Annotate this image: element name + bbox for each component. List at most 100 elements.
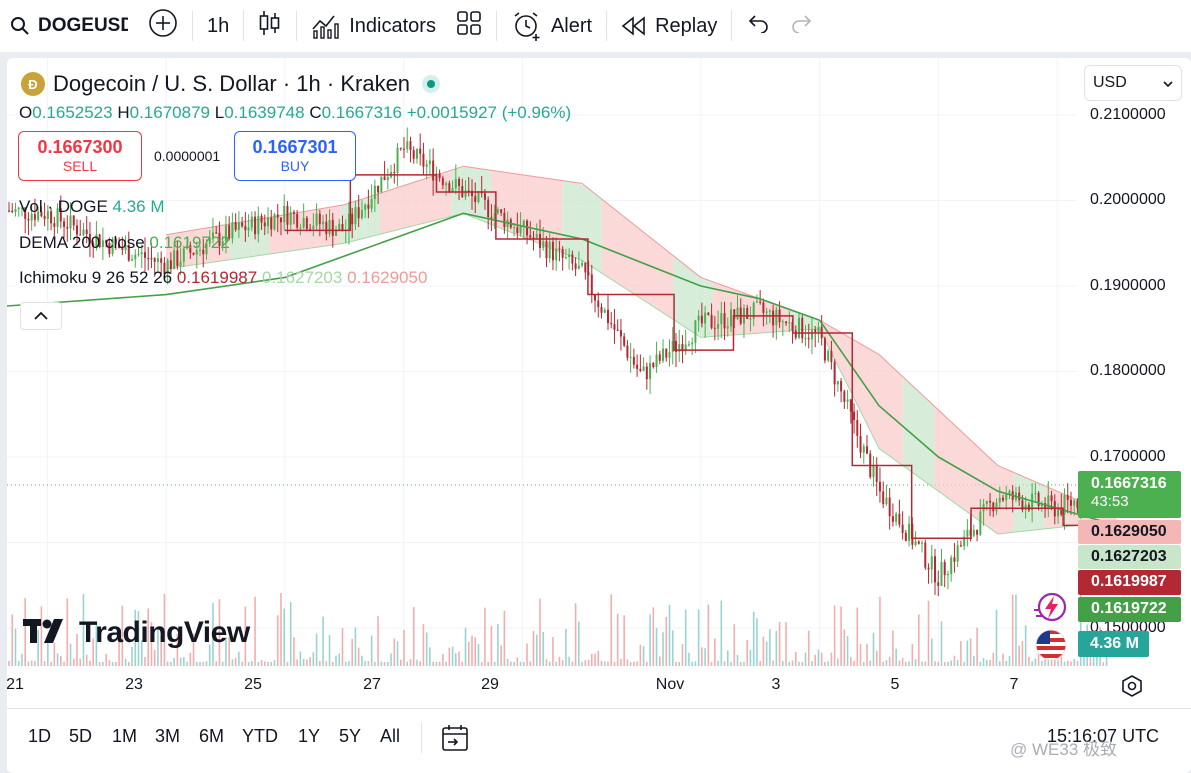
candle-body: [516, 227, 519, 234]
ichimoku-legend[interactable]: Ichimoku 9 26 52 26 0.1619987 0.1627203 …: [19, 268, 427, 288]
range-button[interactable]: 3M: [155, 726, 181, 746]
range-button[interactable]: 6M: [199, 726, 225, 746]
cloud-segment: [506, 172, 515, 234]
range-button[interactable]: YTD: [242, 726, 278, 746]
volume-bar: [364, 661, 366, 666]
candle-body: [749, 318, 752, 320]
volume-bar: [319, 660, 321, 666]
cloud-segment: [585, 186, 594, 269]
candle-body: [840, 380, 843, 392]
volume-bar: [493, 661, 496, 666]
range-button[interactable]: 1D: [28, 726, 52, 746]
candle-body: [296, 213, 299, 228]
candle-body: [415, 148, 418, 159]
volume-bar: [8, 660, 10, 666]
sell-button[interactable]: 0.1667300 SELL: [18, 131, 142, 181]
interval-button[interactable]: 1h: [207, 14, 230, 37]
volume-bar: [56, 653, 59, 666]
volume-bar: [47, 642, 49, 666]
volume-bar: [578, 621, 580, 666]
candle-body: [759, 301, 762, 303]
replay-button[interactable]: Replay: [611, 6, 727, 46]
candle-body: [276, 214, 279, 218]
volume-bar: [691, 661, 693, 666]
volume-bar: [367, 660, 370, 666]
volume-legend[interactable]: Vol · DOGE 4.36 M: [19, 197, 165, 217]
range-button[interactable]: 5Y: [339, 726, 362, 746]
candle-body: [1024, 504, 1027, 511]
volume-bar: [616, 613, 619, 666]
volume-bar: [934, 661, 936, 666]
volume-bar: [986, 659, 988, 666]
settings-gear-icon[interactable]: [1121, 675, 1143, 702]
candle-body: [568, 254, 571, 258]
candle-body: [1044, 503, 1047, 510]
candle-body: [937, 582, 940, 586]
candle-body: [613, 324, 616, 330]
volume-bar: [811, 660, 813, 666]
candle-body: [247, 227, 250, 231]
volume-bar: [208, 644, 211, 666]
candle-body: [325, 221, 328, 234]
chart-type-button[interactable]: [248, 6, 292, 46]
candle-body: [270, 217, 273, 230]
cloud-segment: [696, 274, 705, 338]
volume-bar: [911, 643, 914, 666]
redo-button[interactable]: [780, 6, 824, 46]
candle-body: [302, 218, 305, 228]
candle-body: [827, 350, 830, 361]
tradingview-logo[interactable]: TradingView: [23, 616, 250, 650]
volume-bar: [581, 661, 583, 666]
volume-bar: [471, 635, 473, 666]
range-button[interactable]: All: [380, 726, 401, 746]
cloud-segment: [427, 175, 436, 223]
candle-body: [20, 207, 23, 209]
undo-button[interactable]: [736, 6, 780, 46]
go-to-date-icon[interactable]: [440, 723, 470, 758]
range-button[interactable]: 1Y: [298, 726, 321, 746]
volume-bar: [270, 662, 273, 666]
y-axis-tick: 0.1800000: [1090, 362, 1166, 379]
collapse-legend-button[interactable]: [20, 302, 62, 330]
dema-legend[interactable]: DEMA 200 close 0.1619722: [19, 233, 230, 253]
volume-bar: [24, 598, 26, 666]
last-price-tag: 0.1667316 43:53: [1078, 471, 1181, 518]
volume-bar: [328, 634, 331, 666]
cloud-segment: [609, 205, 618, 284]
candle-body: [775, 309, 778, 326]
cloud-segment: [332, 205, 341, 245]
range-button[interactable]: 1M: [112, 726, 138, 746]
currency-dropdown[interactable]: USD: [1084, 65, 1182, 101]
utc-clock[interactable]: 15:16:07 UTC: [1047, 726, 1160, 746]
volume-bar: [147, 608, 150, 666]
leading-span-a-tag: 0.1627203: [1078, 545, 1181, 569]
symbol-legend[interactable]: Ð Dogecoin / U. S. Dollar · 1h · Kraken: [21, 71, 441, 97]
volume-bar: [827, 661, 829, 666]
candle-body: [723, 313, 726, 329]
x-axis-tick: Nov: [655, 676, 685, 693]
candle-body: [733, 309, 736, 320]
toolbar-divider: [495, 11, 497, 41]
volume-bar: [963, 661, 965, 666]
candle-body: [195, 250, 198, 255]
compare-button[interactable]: [138, 6, 188, 46]
dema-line: [7, 212, 1117, 527]
volume-bar: [898, 660, 901, 666]
candle-body: [503, 212, 506, 228]
indicators-button[interactable]: Indicators: [301, 6, 446, 46]
volume-bar: [561, 660, 564, 666]
range-button[interactable]: 5D: [69, 726, 93, 746]
price-chart[interactable]: [7, 58, 1191, 708]
volume-bar: [937, 661, 940, 666]
volume-bar: [642, 646, 645, 666]
alert-button[interactable]: Alert: [501, 6, 602, 46]
layouts-button[interactable]: [446, 6, 492, 46]
symbol-search[interactable]: DOGEUSD: [0, 6, 138, 46]
flash-icon[interactable]: [1032, 590, 1070, 629]
volume-bar: [254, 596, 256, 666]
candle-body: [186, 245, 189, 249]
volume-bar: [943, 661, 946, 666]
buy-button[interactable]: 0.1667301 BUY: [234, 131, 356, 181]
candle-body: [678, 344, 681, 352]
volume-bar: [357, 647, 360, 666]
